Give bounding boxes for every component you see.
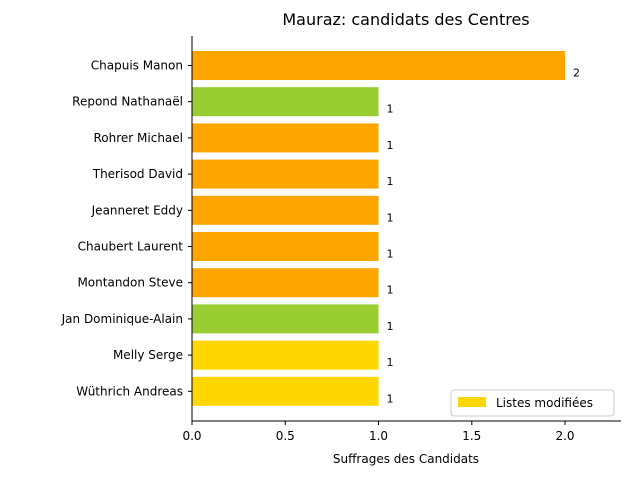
- legend-label: Listes modifiées: [496, 396, 593, 410]
- y-tick-label: Rohrer Michael: [93, 131, 183, 145]
- y-tick-label: Chapuis Manon: [91, 59, 183, 73]
- bar: [192, 232, 379, 261]
- bar-value-label: 1: [387, 248, 394, 261]
- bar-value-label: 1: [387, 139, 394, 152]
- x-axis-label: Suffrages des Candidats: [333, 452, 479, 466]
- bar-value-label: 1: [387, 211, 394, 224]
- bar: [192, 159, 379, 189]
- bar-value-label: 2: [573, 67, 580, 80]
- bar-value-label: 1: [387, 103, 394, 116]
- x-tick-label: 0.0: [182, 429, 201, 443]
- bar: [192, 87, 379, 117]
- y-tick-label: Montandon Steve: [77, 276, 183, 290]
- bar: [192, 376, 379, 406]
- bars-layer: 2 1 1 1 1 1 1 1 1 1: [192, 51, 580, 406]
- legend-swatch: [458, 397, 486, 407]
- bar: [192, 268, 379, 298]
- bar: [192, 51, 566, 80]
- x-tick-label: 1.5: [462, 429, 481, 443]
- bar-value-label: 1: [387, 392, 394, 405]
- y-tick-label: Jeanneret Eddy: [91, 203, 183, 217]
- y-tick-label: Therisod David: [92, 167, 183, 181]
- y-tick-label: Jan Dominique-Alain: [61, 312, 183, 326]
- chart-title: Mauraz: candidats des Centres: [282, 10, 529, 29]
- bar-value-label: 1: [387, 284, 394, 297]
- y-tick-label: Melly Serge: [113, 348, 183, 362]
- x-tick-label: 2.0: [555, 429, 574, 443]
- axes-layer: Chapuis Manon Repond Nathanaël Rohrer Mich…: [61, 36, 621, 443]
- bar-value-label: 1: [387, 175, 394, 188]
- bar: [192, 340, 379, 370]
- legend: Listes modifiées: [450, 389, 615, 417]
- x-tick-label: 0.5: [276, 429, 295, 443]
- y-tick-label: Chaubert Laurent: [78, 240, 184, 254]
- bar: [192, 123, 379, 153]
- x-tick-label: 1.0: [369, 429, 388, 443]
- bar: [192, 195, 379, 225]
- bar-value-label: 1: [387, 356, 394, 369]
- bar-value-label: 1: [387, 320, 394, 333]
- legend-frame: [450, 389, 615, 417]
- y-tick-label: Wüthrich Andreas: [76, 384, 183, 398]
- bar: [192, 304, 379, 334]
- y-tick-label: Repond Nathanaël: [72, 95, 183, 109]
